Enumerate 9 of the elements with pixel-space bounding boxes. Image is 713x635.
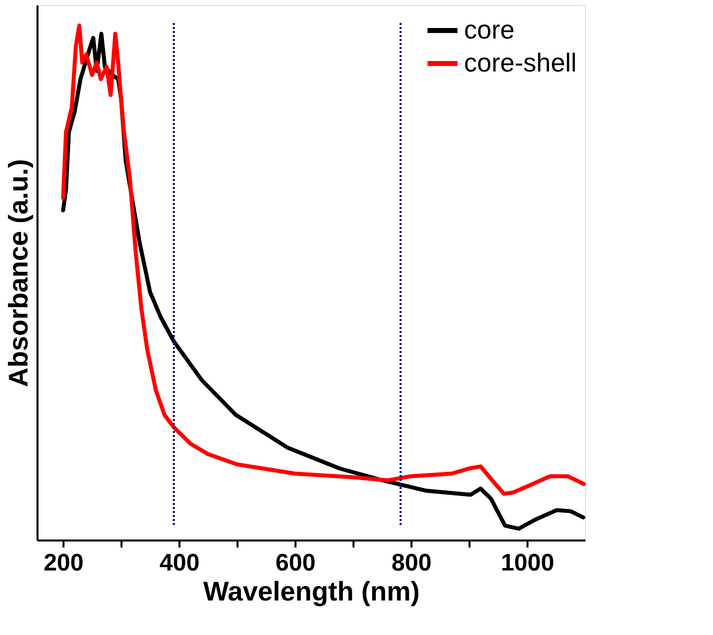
x-axis-title: Wavelength (nm)	[203, 576, 420, 606]
x-tick-label: 400	[160, 550, 200, 576]
x-tick-label: 600	[276, 550, 316, 576]
y-axis-title: Absorbance (a.u.)	[4, 158, 34, 388]
legend-label: core	[464, 14, 515, 44]
legend-label: core-shell	[464, 48, 577, 78]
x-tick-label: 1000	[500, 550, 554, 576]
x-tick-label: 200	[44, 550, 84, 576]
x-tick-label: 800	[392, 550, 432, 576]
